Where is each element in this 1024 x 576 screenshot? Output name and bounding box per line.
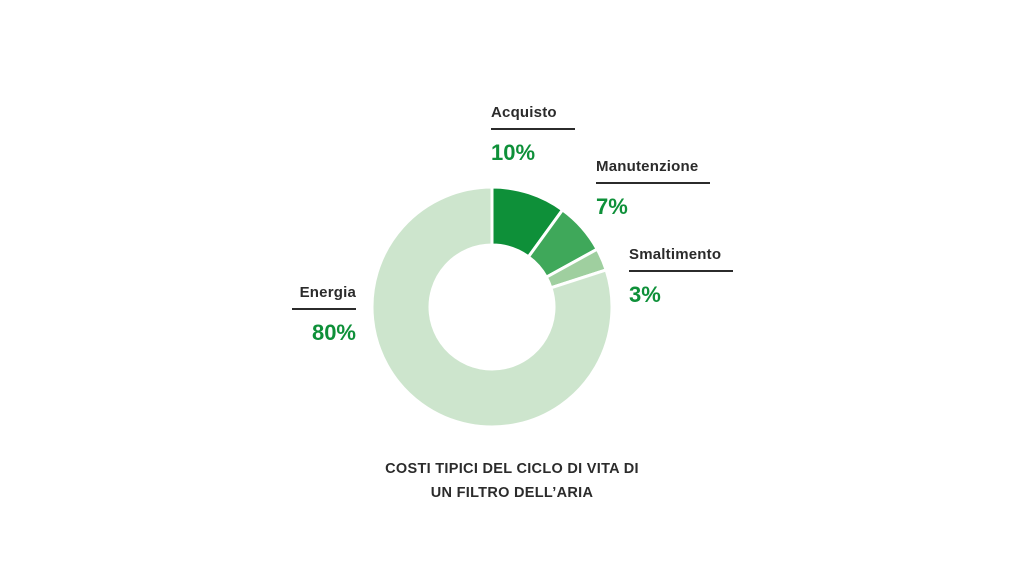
slice-label-manutenzione: Manutenzione	[596, 158, 699, 175]
slice-label-acquisto: Acquisto	[491, 104, 557, 121]
slice-label-energia: Energia	[299, 284, 356, 301]
slice-value-energia: 80%	[311, 320, 356, 345]
callout-energia: Energia 80%	[292, 284, 356, 346]
chart-title-line-1: COSTI TIPICI DEL CICLO DI VITA DI	[385, 461, 639, 477]
donut-slice-energia	[370, 185, 614, 429]
slice-value-manutenzione: 7%	[596, 194, 628, 219]
slice-label-smaltimento: Smaltimento	[629, 246, 722, 263]
slice-value-acquisto: 10%	[491, 140, 536, 165]
callout-rule-acquisto	[491, 128, 575, 130]
callout-acquisto: Acquisto 10%	[491, 104, 575, 166]
chart-title: COSTI TIPICI DEL CICLO DI VITA DI UN FIL…	[312, 457, 712, 505]
callout-rule-smaltimento	[629, 270, 733, 272]
callout-rule-energia	[292, 308, 356, 310]
chart-title-line-2: UN FILTRO DELL’ARIA	[430, 485, 594, 501]
callout-manutenzione: Manutenzione 7%	[596, 158, 710, 220]
slice-value-smaltimento: 3%	[629, 282, 661, 307]
callout-rule-manutenzione	[596, 182, 710, 184]
callout-smaltimento: Smaltimento 3%	[629, 246, 733, 308]
